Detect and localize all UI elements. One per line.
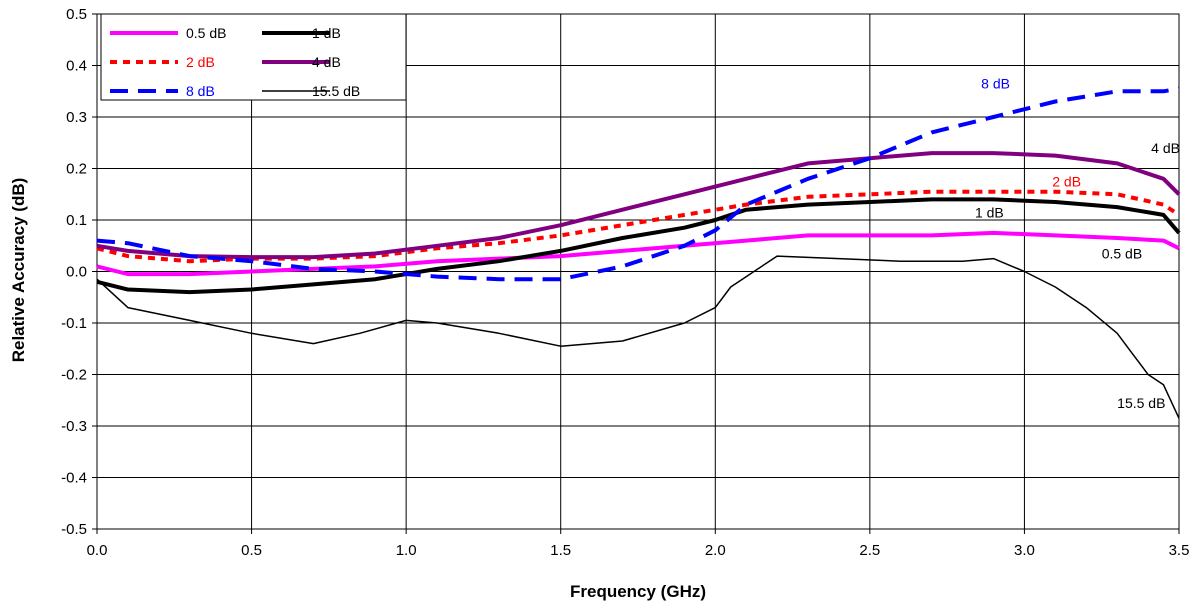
series-line-1-db: [96, 197, 1181, 295]
x-tick-label: 3.0: [1014, 542, 1035, 559]
y-tick-label: 0.4: [66, 58, 87, 75]
y-tick-label: 0.3: [66, 109, 87, 126]
x-tick-label: 1.5: [550, 542, 571, 559]
y-tick-label: 0.2: [66, 161, 87, 178]
x-tick-label: 0.5: [241, 542, 262, 559]
series-annotation: 4 dB: [1151, 140, 1180, 156]
x-axis: 0.0 0.5 1.0 1.5 2.0 2.5 3.0 3.5: [87, 529, 1190, 559]
legend-label: 2 dB: [186, 54, 215, 70]
series-annotation: 1 dB: [975, 204, 1004, 220]
series-layer: [96, 86, 1181, 419]
y-axis: -0.5 -0.4 -0.3 -0.2 -0.1 0.0 0.1 0.2 0.3 0.4 0.5: [61, 6, 97, 538]
y-tick-label: -0.4: [61, 470, 87, 487]
legend-label: 15.5 dB: [312, 83, 360, 99]
legend-label: 0.5 dB: [186, 25, 226, 41]
legend-label: 4 dB: [312, 54, 341, 70]
legend-box: [100, 13, 407, 101]
legend-label: 8 dB: [186, 83, 215, 99]
series-annotation: 15.5 dB: [1117, 395, 1165, 411]
y-tick-label: 0.0: [66, 264, 87, 281]
annotations: 8 dB 4 dB 2 dB 1 dB 0.5 dB 15.5 dB: [975, 76, 1180, 411]
y-tick-label: 0.5: [66, 6, 87, 23]
x-tick-label: 2.0: [705, 542, 726, 559]
x-tick-label: 2.5: [859, 542, 880, 559]
series-line-8-db: [96, 86, 1180, 282]
x-tick-label: 0.0: [87, 542, 108, 559]
x-axis-title: Frequency (GHz): [570, 582, 706, 601]
legend: 0.5 dB 1 dB 2 dB 4 dB 8 dB 15.5 dB: [100, 13, 407, 101]
series-line-15-5-db: [96, 255, 1180, 419]
legend-label: 1 dB: [312, 25, 341, 41]
series-annotation: 2 dB: [1052, 174, 1081, 190]
series-annotation: 8 dB: [981, 76, 1010, 92]
series-line-2-db: [96, 189, 1181, 264]
y-axis-title: Relative Accuracy (dB): [9, 178, 28, 363]
y-tick-label: -0.2: [61, 367, 87, 384]
y-tick-label: 0.1: [66, 212, 87, 229]
series-line-0-5-db: [96, 230, 1180, 277]
y-tick-label: -0.3: [61, 418, 87, 435]
y-tick-label: -0.1: [61, 315, 87, 332]
series-line-4-db: [96, 151, 1181, 260]
series-annotation: 0.5 dB: [1102, 246, 1142, 262]
x-tick-label: 3.5: [1169, 542, 1190, 559]
y-tick-label: -0.5: [61, 521, 87, 538]
x-tick-label: 1.0: [396, 542, 417, 559]
